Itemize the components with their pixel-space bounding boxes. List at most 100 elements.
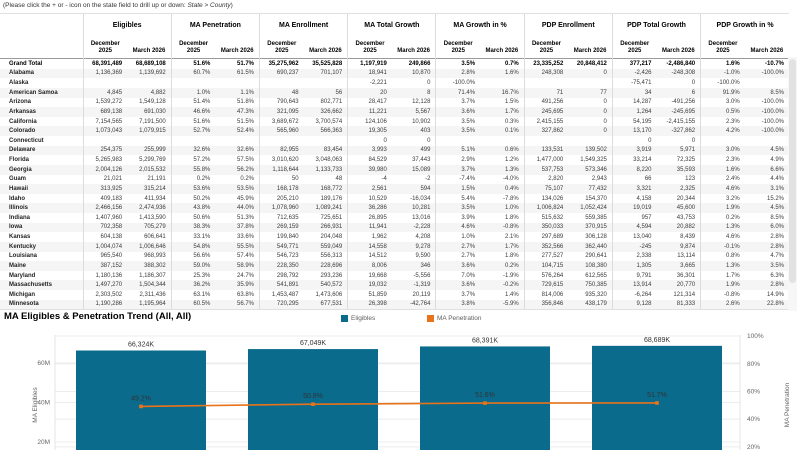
- period-column-header[interactable]: March 2026: [397, 48, 430, 54]
- row-label[interactable]: Minnesota: [9, 301, 39, 308]
- column-group-header[interactable]: PDP Growth in %: [700, 13, 789, 36]
- value-cell: -0.2%: [502, 282, 519, 289]
- row-label[interactable]: American Samoa: [9, 89, 58, 96]
- table-row: Maine 387,152 388,302 59.0% 58.9% 228,350 228,…: [0, 261, 789, 271]
- value-cell: 13,114: [677, 253, 696, 260]
- value-cell: 0: [611, 136, 657, 146]
- period-column-header[interactable]: March 2026: [132, 48, 166, 54]
- row-label[interactable]: Arizona: [9, 99, 32, 106]
- column-group-header[interactable]: MA Enrollment: [258, 13, 348, 36]
- y-axis-tick-right: 100%: [747, 333, 764, 340]
- row-label[interactable]: Michigan: [9, 291, 36, 298]
- row-label[interactable]: Georgia: [9, 166, 32, 173]
- value-cell: 2.4%: [700, 174, 745, 185]
- value-cell: 2,820: [523, 174, 569, 185]
- row-label[interactable]: Indiana: [9, 214, 31, 221]
- period-column-header[interactable]: December 2025: [82, 36, 128, 59]
- value-cell: 14,558: [347, 241, 392, 252]
- value-cell: 51.3%: [236, 214, 254, 221]
- row-label[interactable]: Illinois: [9, 205, 29, 212]
- period-column-header[interactable]: December 2025: [611, 36, 657, 59]
- row-label[interactable]: Connecticut: [9, 137, 44, 144]
- column-group-header[interactable]: MA Penetration: [170, 13, 260, 36]
- value-cell: 0: [603, 118, 607, 125]
- period-column-header[interactable]: December 2025: [700, 36, 745, 59]
- value-cell: 1.1%: [240, 89, 254, 96]
- period-column-header[interactable]: December 2025: [347, 36, 392, 59]
- period-column-header[interactable]: March 2026: [661, 48, 695, 54]
- row-label[interactable]: Hawaii: [9, 185, 29, 192]
- penetration-line: [140, 402, 658, 408]
- row-label[interactable]: California: [9, 118, 37, 125]
- period-column-header[interactable]: March 2026: [573, 48, 607, 54]
- value-cell: 3,010,620: [258, 155, 304, 165]
- value-cell: 13,016: [412, 214, 431, 221]
- penetration-marker[interactable]: [311, 402, 315, 407]
- row-label[interactable]: Delaware: [9, 147, 36, 154]
- period-column-header[interactable]: December 2025: [523, 36, 569, 59]
- penetration-marker[interactable]: [483, 401, 487, 405]
- value-cell: 50: [258, 174, 304, 185]
- scrollbar-thumb[interactable]: [789, 59, 796, 283]
- row-label[interactable]: Colorado: [9, 128, 36, 135]
- column-group-header[interactable]: MA Total Growth: [347, 13, 436, 36]
- penetration-marker[interactable]: [655, 401, 659, 405]
- value-cell: 0.2%: [700, 213, 745, 223]
- value-cell: 541,891: [258, 280, 304, 290]
- legend-item-ma-penetration[interactable]: MA Penetration: [427, 315, 481, 322]
- period-column-header[interactable]: March 2026: [220, 48, 254, 54]
- penetration-marker[interactable]: [139, 404, 143, 409]
- eligibles-bar[interactable]: [248, 349, 378, 450]
- value-cell: 1,413,590: [139, 214, 166, 221]
- value-cell: 1,186,307: [139, 272, 166, 279]
- column-group-header[interactable]: Eligibles: [82, 13, 172, 36]
- value-cell: 57.5%: [236, 157, 254, 164]
- period-column-header[interactable]: December 2025: [170, 36, 216, 59]
- value-cell: 3,700,574: [315, 118, 343, 125]
- row-label[interactable]: Alabama: [9, 70, 35, 77]
- period-column-header[interactable]: December 2025: [258, 36, 304, 59]
- row-label[interactable]: Maine: [9, 262, 27, 269]
- row-label[interactable]: Massachusetts: [9, 282, 53, 289]
- vertical-scrollbar[interactable]: [788, 57, 797, 311]
- value-cell: 5,567: [415, 108, 431, 115]
- row-label[interactable]: Arkansas: [9, 108, 37, 115]
- legend-item-eligibles[interactable]: Eligibles: [341, 315, 375, 322]
- row-label[interactable]: Iowa: [9, 224, 23, 231]
- row-label[interactable]: Idaho: [9, 195, 25, 202]
- y-axis-tick-left: 40M: [37, 400, 50, 407]
- eligibles-bar[interactable]: [420, 346, 550, 450]
- value-cell: 1.7%: [700, 270, 745, 281]
- row-label[interactable]: Kentucky: [9, 243, 37, 250]
- value-cell: 2,474,936: [139, 205, 166, 212]
- bar-value-label: 68,391K: [472, 337, 498, 344]
- row-label[interactable]: Alaska: [9, 80, 29, 87]
- value-cell: 1.6%: [700, 164, 745, 175]
- period-column-header[interactable]: December 2025: [435, 36, 481, 59]
- column-group-header[interactable]: MA Growth in %: [435, 13, 525, 36]
- value-cell: 139,502: [585, 147, 607, 154]
- period-column-header[interactable]: March 2026: [309, 48, 342, 54]
- eligibles-bar[interactable]: [592, 345, 722, 450]
- value-cell: [304, 136, 348, 146]
- value-cell: 19,668: [347, 270, 392, 281]
- row-label[interactable]: Maryland: [9, 272, 36, 279]
- row-label[interactable]: Guam: [9, 176, 27, 183]
- period-column-header[interactable]: March 2026: [485, 48, 519, 54]
- value-cell: [127, 136, 171, 146]
- row-label[interactable]: Kansas: [9, 234, 31, 241]
- column-group-header[interactable]: PDP Enrollment: [523, 13, 613, 36]
- row-label[interactable]: Louisiana: [9, 253, 38, 260]
- value-cell: 559,049: [320, 243, 343, 250]
- drill-instruction: (Please click the + or - icon on the sta…: [3, 2, 233, 9]
- eligibles-bar[interactable]: [76, 350, 206, 450]
- table-row: Florida 5,265,983 5,299,769 57.2% 57.5% 3,010…: [0, 155, 789, 165]
- row-label[interactable]: Florida: [9, 157, 30, 164]
- value-cell: -16,034: [410, 195, 431, 202]
- value-cell: [568, 136, 612, 146]
- value-cell: 123: [685, 176, 696, 183]
- value-cell: 8.5%: [770, 214, 784, 221]
- row-label[interactable]: Grand Total: [9, 60, 43, 67]
- column-group-header[interactable]: PDP Total Growth: [611, 13, 701, 36]
- period-column-header[interactable]: March 2026: [750, 48, 784, 54]
